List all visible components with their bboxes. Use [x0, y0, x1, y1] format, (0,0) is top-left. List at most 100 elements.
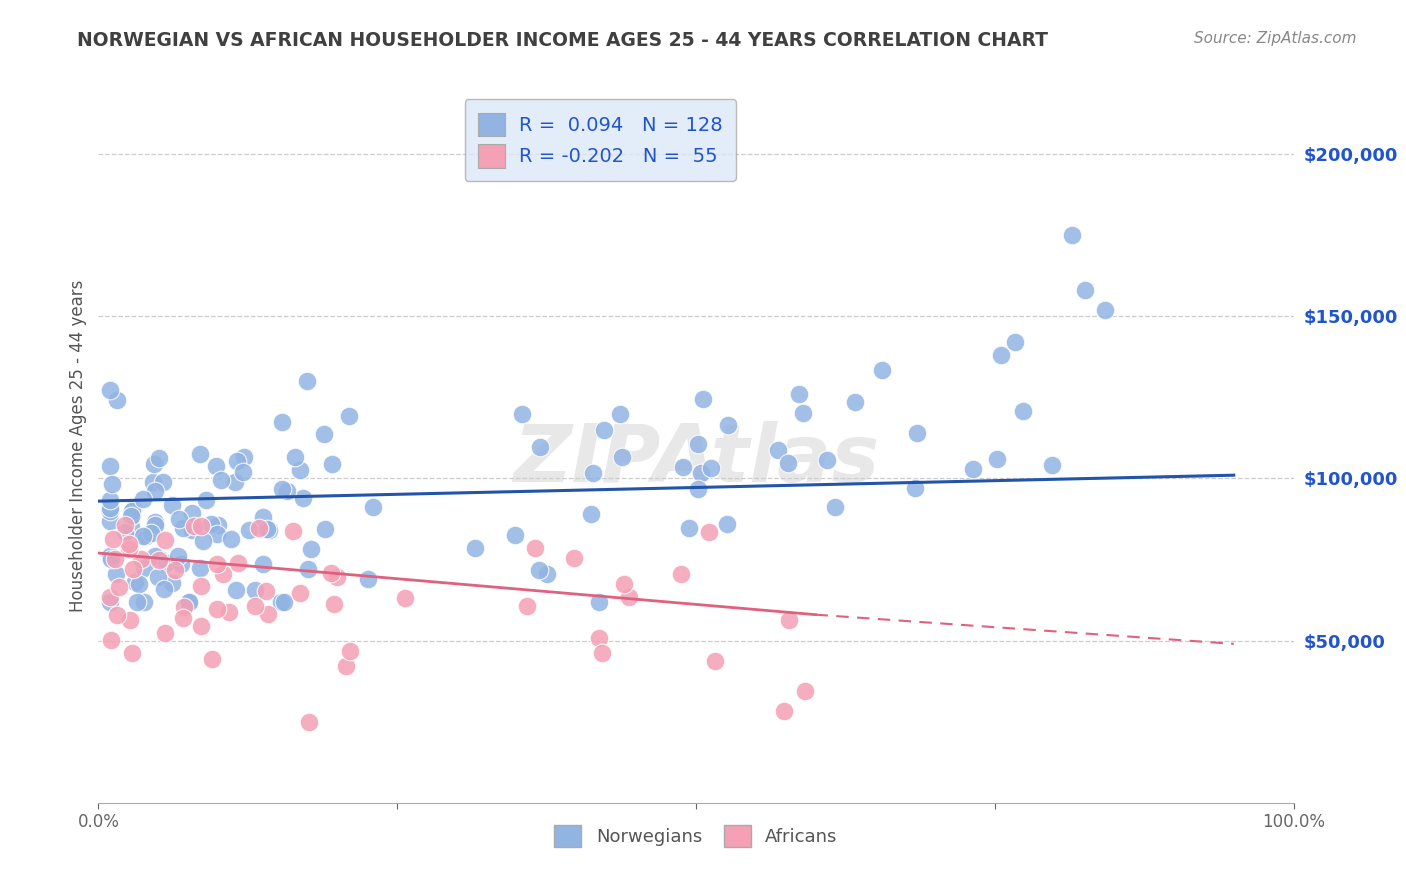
Point: [716, 516, 738, 531]
Point: [143, 457, 166, 471]
Point: [254, 583, 277, 598]
Point: [243, 599, 266, 613]
Point: [105, 567, 128, 582]
Point: [205, 557, 228, 571]
Point: [256, 522, 278, 536]
Point: [962, 461, 984, 475]
Point: [190, 519, 212, 533]
Point: [321, 457, 343, 471]
Point: [516, 599, 538, 613]
Point: [173, 599, 195, 614]
Point: [1074, 283, 1097, 297]
Point: [118, 537, 141, 551]
Point: [170, 558, 193, 572]
Point: [794, 684, 817, 698]
Point: [162, 498, 184, 512]
Point: [122, 562, 145, 576]
Point: [700, 461, 723, 475]
Point: [114, 525, 136, 540]
Point: [226, 556, 249, 570]
Point: [1012, 404, 1035, 418]
Text: Source: ZipAtlas.com: Source: ZipAtlas.com: [1194, 31, 1357, 46]
Point: [98, 493, 122, 508]
Point: [591, 646, 613, 660]
Point: [1094, 302, 1116, 317]
Point: [319, 566, 342, 580]
Point: [152, 475, 174, 489]
Point: [143, 483, 166, 498]
Point: [609, 407, 631, 421]
Point: [104, 552, 127, 566]
Point: [704, 654, 727, 668]
Point: [312, 426, 335, 441]
Point: [128, 576, 150, 591]
Point: [815, 453, 838, 467]
Point: [232, 465, 254, 479]
Point: [257, 607, 280, 622]
Point: [200, 517, 222, 532]
Point: [717, 418, 740, 433]
Point: [155, 626, 177, 640]
Point: [105, 607, 128, 622]
Point: [98, 383, 122, 397]
Point: [870, 363, 893, 377]
Point: [678, 521, 700, 535]
Point: [165, 563, 187, 577]
Point: [314, 522, 336, 536]
Point: [270, 482, 292, 496]
Point: [146, 570, 169, 584]
Point: [273, 595, 295, 609]
Point: [155, 556, 177, 570]
Point: [295, 374, 318, 388]
Point: [593, 423, 616, 437]
Point: [148, 553, 170, 567]
Point: [120, 520, 142, 534]
Point: [143, 516, 166, 530]
Point: [562, 551, 585, 566]
Point: [121, 504, 143, 518]
Point: [121, 502, 143, 516]
Point: [100, 552, 122, 566]
Point: [766, 442, 789, 457]
Point: [142, 475, 165, 489]
Point: [792, 406, 814, 420]
Point: [290, 463, 312, 477]
Point: [193, 533, 215, 548]
Point: [98, 549, 122, 563]
Point: [990, 348, 1012, 362]
Point: [297, 562, 319, 576]
Point: [1040, 458, 1063, 472]
Point: [132, 529, 155, 543]
Point: [226, 453, 249, 467]
Point: [188, 561, 211, 575]
Point: [132, 561, 155, 575]
Point: [121, 646, 143, 660]
Point: [247, 521, 270, 535]
Y-axis label: Householder Income Ages 25 - 44 years: Householder Income Ages 25 - 44 years: [69, 280, 87, 612]
Point: [148, 450, 170, 465]
Point: [238, 523, 260, 537]
Point: [690, 467, 713, 481]
Point: [612, 450, 634, 464]
Point: [672, 459, 695, 474]
Point: [204, 458, 226, 473]
Point: [778, 613, 800, 627]
Point: [904, 481, 927, 495]
Point: [124, 574, 146, 589]
Point: [582, 466, 605, 480]
Point: [986, 452, 1008, 467]
Point: [107, 580, 129, 594]
Point: [120, 508, 142, 523]
Point: [218, 605, 240, 619]
Point: [160, 576, 183, 591]
Point: [98, 514, 122, 528]
Point: [224, 475, 246, 489]
Point: [105, 392, 128, 407]
Point: [688, 483, 710, 497]
Point: [824, 500, 846, 514]
Point: [98, 504, 122, 518]
Text: ZIPAtlas: ZIPAtlas: [513, 421, 879, 500]
Point: [209, 473, 232, 487]
Point: [337, 409, 360, 423]
Point: [167, 549, 190, 563]
